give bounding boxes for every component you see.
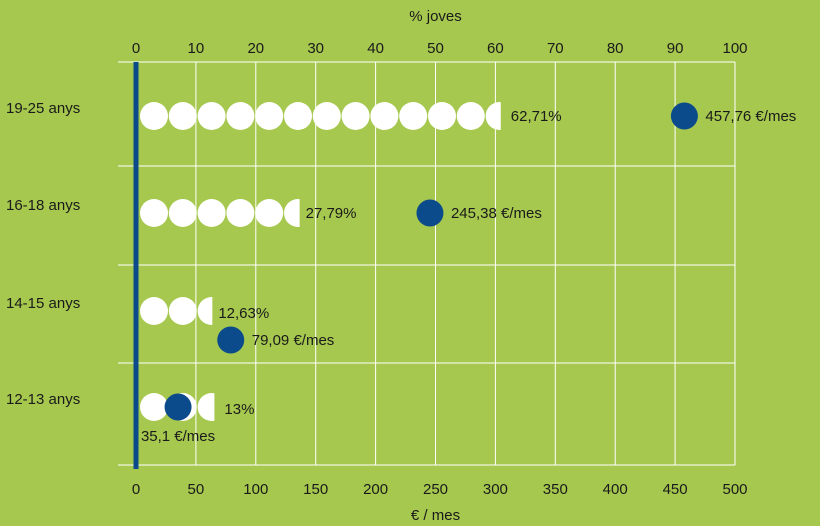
percent-value-label: 12,63%: [218, 305, 269, 322]
euro-value-label: 245,38 €/mes: [451, 205, 542, 222]
category-label: 12-13 anys: [6, 391, 80, 408]
percent-dot: [226, 199, 255, 227]
percent-dot: [168, 297, 197, 325]
percent-dot: [226, 102, 255, 130]
top-tick-label: 80: [607, 40, 624, 57]
percent-dot: [168, 199, 197, 227]
top-tick-label: 60: [487, 40, 504, 57]
percent-dot-partial: [197, 393, 215, 421]
euro-dot: [164, 393, 192, 421]
percent-dot: [197, 102, 226, 130]
percent-dot: [399, 102, 428, 130]
top-tick-label: 0: [132, 40, 140, 57]
percent-dot: [284, 102, 312, 130]
percent-dot: [140, 393, 168, 421]
bottom-tick-label: 100: [243, 481, 268, 498]
bottom-tick-label: 0: [132, 481, 140, 498]
percent-dot: [255, 199, 284, 227]
percent-dot: [140, 297, 168, 325]
percent-dot: [197, 199, 226, 227]
euro-value-label: 35,1 €/mes: [141, 428, 215, 445]
top-tick-label: 10: [188, 40, 205, 57]
percent-value-label: 27,79%: [306, 205, 357, 222]
bottom-tick-label: 350: [543, 481, 568, 498]
category-label: 14-15 anys: [6, 295, 80, 312]
percent-dot: [140, 102, 168, 130]
euro-dot: [416, 199, 444, 227]
category-label: 16-18 anys: [6, 197, 80, 214]
category-labels: 19-25 anys 16-18 anys 14-15 anys 12-13 anys: [6, 100, 80, 408]
top-tick-label: 50: [427, 40, 444, 57]
top-tick-label: 20: [247, 40, 264, 57]
top-axis-ticks: 0 10 20 30 40 50 60 70 80 90 100: [132, 40, 748, 57]
top-tick-label: 40: [367, 40, 384, 57]
bottom-tick-label: 300: [483, 481, 508, 498]
top-tick-label: 90: [667, 40, 684, 57]
percent-dot: [370, 102, 399, 130]
euro-value-label: 79,09 €/mes: [252, 332, 335, 349]
top-tick-label: 70: [547, 40, 564, 57]
percent-dot-partial: [485, 102, 501, 130]
bottom-axis-title: € / mes: [411, 507, 460, 524]
percent-dot: [312, 102, 341, 130]
percent-dot: [428, 102, 456, 130]
euro-value-label: 457,76 €/mes: [705, 108, 796, 125]
euro-dot: [670, 102, 698, 130]
percent-value-label: 13%: [224, 401, 254, 418]
bottom-tick-label: 450: [663, 481, 688, 498]
bottom-tick-label: 200: [363, 481, 388, 498]
data-marks: 62,71% 27,79% 12,63% 13% 457,76 €/mes 245,38 …: [140, 102, 796, 445]
bottom-axis-ticks: 0 50 100 150 200 250 300 350 400 450 500: [132, 481, 748, 498]
percent-value-label: 62,71%: [511, 108, 562, 125]
bottom-tick-label: 250: [423, 481, 448, 498]
bottom-tick-label: 50: [188, 481, 205, 498]
top-tick-label: 30: [307, 40, 324, 57]
percent-dot: [140, 199, 168, 227]
percent-dot-partial: [284, 199, 300, 227]
bottom-tick-label: 400: [603, 481, 628, 498]
bottom-tick-label: 150: [303, 481, 328, 498]
percent-dot: [168, 102, 197, 130]
euro-dot: [217, 326, 245, 354]
grid: [118, 61, 736, 466]
top-axis-title: % joves: [409, 8, 462, 25]
category-label: 19-25 anys: [6, 100, 80, 117]
percent-dot: [255, 102, 284, 130]
percent-dot-partial: [197, 297, 213, 325]
top-tick-label: 100: [722, 40, 747, 57]
bottom-tick-label: 500: [722, 481, 747, 498]
percent-dot: [456, 102, 485, 130]
percent-dot: [341, 102, 370, 130]
